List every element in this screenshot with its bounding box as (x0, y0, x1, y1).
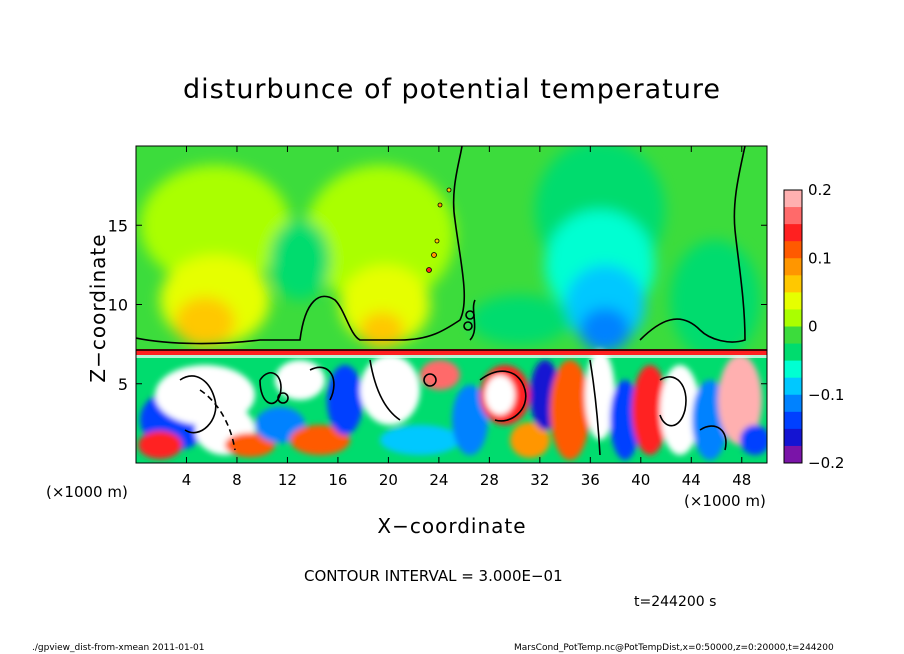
x-tick-label: 24 (429, 471, 448, 489)
heatmap-field (136, 146, 767, 463)
x-tick-label: 48 (732, 471, 751, 489)
x-tick-label: 16 (328, 471, 347, 489)
colorbar-segment (784, 360, 802, 379)
x-tick-label: 20 (379, 471, 398, 489)
footer-data-source: MarsCond_PotTemp.nc@PotTempDist,x=0:5000… (514, 643, 834, 653)
colorbar-segment (784, 445, 802, 464)
x-tick-label: 8 (232, 471, 242, 489)
x-tick-label: 44 (682, 471, 701, 489)
colorbar: 0.2 0.1 0 −0.1 −0.2 (783, 181, 844, 472)
contour-interval-text: CONTOUR INTERVAL = 3.000E−01 (304, 567, 563, 585)
x-tick-label: 12 (278, 471, 297, 489)
x-unit-label-left: (×1000 m) (46, 483, 128, 501)
colorbar-segment (784, 411, 802, 430)
y-axis: 5 10 15 (108, 216, 767, 394)
x-tick-label: 36 (581, 471, 600, 489)
colorbar-tick-label: 0.2 (808, 181, 832, 199)
chart-title: disturbunce of potential temperature (183, 74, 721, 105)
colorbar-frame (783, 189, 803, 464)
contour-lines (136, 146, 767, 456)
colorbar-segment (784, 309, 802, 327)
colorbar-tick-label: −0.2 (808, 454, 844, 472)
x-tick-label: 32 (530, 471, 549, 489)
x-tick-label: 4 (182, 471, 192, 489)
y-tick-label: 15 (108, 216, 128, 235)
colorbar-tick-label: 0.1 (808, 249, 832, 267)
y-tick-label: 10 (108, 296, 128, 315)
x-axis-label: X−coordinate (377, 514, 527, 538)
colorbar-segment (784, 258, 802, 276)
y-tick-label: 5 (118, 375, 128, 394)
colorbar-tick-label: 0 (808, 318, 818, 336)
x-tick-label: 28 (480, 471, 499, 489)
colorbar-segment (784, 326, 802, 345)
colorbar-segment (784, 292, 802, 310)
time-stamp: t=244200 s (634, 594, 717, 610)
x-tick-label: 40 (631, 471, 650, 489)
colorbar-segment (784, 394, 802, 413)
colorbar-segment (784, 190, 802, 208)
colorbar-segment (784, 428, 802, 447)
colorbar-segment (784, 224, 802, 242)
colorbar-segment (784, 241, 802, 259)
colorbar-segment (784, 377, 802, 396)
footer-script-name: ./gpview_dist-from-xmean 2011-01-01 (32, 643, 205, 653)
colorbar-segment (784, 207, 802, 225)
colorbar-segment (784, 343, 802, 362)
colorbar-tick-label: −0.1 (808, 386, 844, 404)
colorbar-segment (784, 275, 802, 293)
x-axis: 4 8 12 16 20 24 28 32 36 40 44 48 (182, 146, 751, 489)
x-unit-label-right: (×1000 m) (684, 492, 766, 510)
